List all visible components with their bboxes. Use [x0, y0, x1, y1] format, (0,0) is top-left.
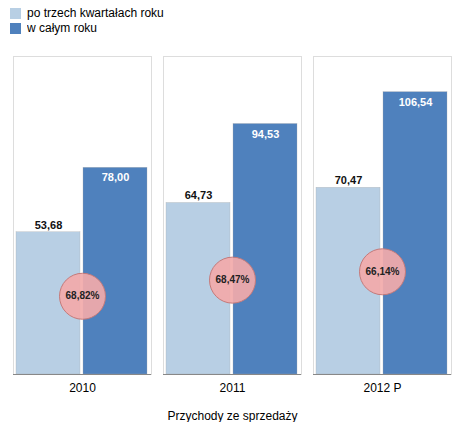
- svg-text:106,54: 106,54: [399, 96, 434, 108]
- svg-text:2010: 2010: [69, 381, 96, 395]
- html-text:w całym roku: w całym roku: [27, 21, 97, 35]
- svg-text:70,47: 70,47: [335, 174, 363, 186]
- html-text:po trzech kwartałach roku: po trzech kwartałach roku: [27, 6, 164, 20]
- svg-text:64,73: 64,73: [185, 189, 213, 201]
- svg-text:Przychody ze sprzedaży: Przychody ze sprzedaży: [167, 409, 297, 423]
- svg-text:94,53: 94,53: [252, 128, 280, 140]
- svg-text:68,47%: 68,47%: [216, 274, 250, 285]
- svg-text:68,82%: 68,82%: [66, 290, 100, 301]
- svg-text:2012 P: 2012 P: [363, 381, 401, 395]
- svg-text:53,68: 53,68: [35, 219, 63, 231]
- svg-text:2011: 2011: [220, 381, 246, 395]
- svg-text:66,14%: 66,14%: [366, 266, 400, 277]
- svg-text:78,00: 78,00: [102, 171, 130, 183]
